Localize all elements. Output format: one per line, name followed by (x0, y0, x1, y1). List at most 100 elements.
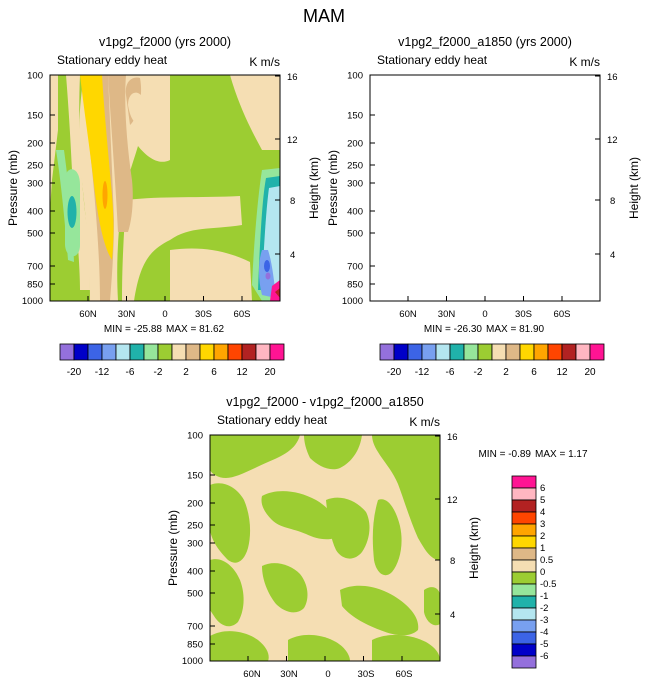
ytick-label: 200 (347, 139, 363, 150)
ytick-label: 400 (347, 207, 363, 218)
fill-tan-mid-lower (122, 196, 242, 301)
rtick-label: 8 (610, 196, 615, 207)
fill-sh-blue (579, 250, 596, 298)
ytick-label: 200 (27, 139, 43, 150)
ytick-label: 300 (347, 179, 363, 190)
cb-label: 2 (183, 367, 189, 378)
xtick-label: 0 (482, 309, 487, 320)
fill-sh-red (275, 288, 280, 298)
xtick-label: 30N (280, 669, 298, 680)
cb-label: 6 (211, 367, 217, 378)
fill-brown-left (402, 75, 434, 301)
fill-sh-teal (578, 176, 600, 290)
fill-green-top-mid (304, 435, 362, 470)
ytick-label: 700 (187, 622, 203, 633)
cb-swatch (241, 343, 257, 361)
cb-swatch (143, 343, 159, 361)
cb-label: -2 (474, 367, 483, 378)
rtick-label: 4 (290, 250, 295, 261)
ytick-label: 1000 (182, 656, 203, 667)
fill-sh-pink (590, 280, 600, 301)
cb-swatch (421, 343, 437, 361)
cb-label: -4 (540, 627, 548, 638)
cb-swatch (511, 535, 537, 549)
cb-label: -3 (540, 615, 548, 626)
cb-swatch (115, 343, 131, 361)
panel-2-ylabel-right: Height (km) (627, 157, 641, 219)
panel-3-contour-fill (210, 435, 440, 661)
fill-tan-top-right (230, 75, 280, 150)
panel-3-max: MAX = 1.17 (535, 449, 588, 460)
rtick-label: 12 (447, 495, 458, 506)
fill-sh-purple (586, 273, 591, 280)
rtick-label: 4 (610, 250, 615, 261)
ytick-label: 100 (27, 71, 43, 82)
panel-3-tick-marks (210, 434, 440, 661)
xtick-label: 30N (438, 309, 456, 320)
panel-2-right-ticks: 16 12 8 4 (607, 72, 618, 261)
fill-bg (370, 75, 600, 301)
fill-sh-red (595, 288, 600, 298)
panel-1-contour-fill (50, 75, 280, 301)
xtick-label: 60S (234, 309, 251, 320)
panel-1-xticks: 60N 30N 0 30S 60S (79, 309, 250, 320)
rtick-label: 16 (287, 72, 298, 83)
fill-tan-top-right (550, 75, 600, 150)
cb-label: 3 (540, 519, 545, 530)
cb-label: 2 (540, 531, 545, 542)
cb-label: -12 (95, 367, 110, 378)
cb-swatch (101, 343, 117, 361)
fill-green-lower-center (262, 563, 308, 613)
panel-3-min: MIN = -0.89 (478, 449, 531, 460)
cb-swatch (547, 343, 563, 361)
cb-swatch (129, 343, 145, 361)
cb-swatch (255, 343, 271, 361)
rtick-label: 8 (290, 196, 295, 207)
cb-swatch (511, 475, 537, 489)
ytick-label: 1000 (22, 296, 43, 307)
fill-tan-mid-lower (442, 196, 562, 301)
rtick-label: 12 (607, 135, 618, 146)
ytick-label: 850 (347, 280, 363, 291)
panel-2-subtitle: Stationary eddy heat (377, 53, 488, 67)
ytick-label: 100 (187, 431, 203, 442)
panel-1-max: MAX = 81.62 (166, 324, 225, 335)
cb-swatch (171, 343, 187, 361)
panel-3-units: K m/s (409, 415, 440, 429)
ytick-label: 100 (347, 71, 363, 82)
cb-swatch (227, 343, 243, 361)
cb-swatch (505, 343, 521, 361)
cb-label: -12 (415, 367, 430, 378)
fill-tan-band-a (386, 75, 410, 290)
panel-1-ytick-marks (50, 74, 280, 301)
cb-swatch (199, 343, 215, 361)
cb-swatch (157, 343, 173, 361)
ytick-label: 200 (187, 499, 203, 510)
panel-1-ylabel-right: Height (km) (307, 157, 321, 219)
panel-2-contour-fill (370, 75, 600, 301)
panel-2-yticks: 100 150 200 250 300 400 500 700 850 1000 (342, 71, 363, 308)
ytick-label: 400 (187, 567, 203, 578)
cb-label: -2 (154, 367, 163, 378)
cb-swatch (511, 523, 537, 537)
cb-swatch (511, 571, 537, 585)
cb-swatch (511, 655, 537, 669)
fill-green-right-mid (372, 499, 402, 576)
panel-1-subtitle: Stationary eddy heat (57, 53, 168, 67)
rtick-label: 4 (450, 610, 455, 621)
cb-swatch (511, 583, 537, 597)
panel-2-colorbar: -20 -12 -6 -2 2 6 12 20 (379, 343, 605, 378)
ytick-label: 500 (187, 589, 203, 600)
panel-2: v1pg2_f2000_a1850 (yrs 2000) Stationary … (326, 35, 641, 378)
xtick-label: 30S (358, 669, 375, 680)
ytick-label: 250 (27, 161, 43, 172)
fill-brown-mid (446, 78, 461, 125)
fill-teal-left (388, 196, 397, 228)
panel-3: v1pg2_f2000 - v1pg2_f2000_a1850 Stationa… (166, 395, 588, 680)
panel-1: v1pg2_f2000 (yrs 2000) Stationary eddy h… (6, 35, 321, 378)
fill-green-bottom-left (210, 631, 269, 661)
ytick-label: 250 (347, 161, 363, 172)
panel-3-ylabel: Pressure (mb) (166, 510, 180, 586)
panel-2-tick-marks (370, 74, 600, 301)
